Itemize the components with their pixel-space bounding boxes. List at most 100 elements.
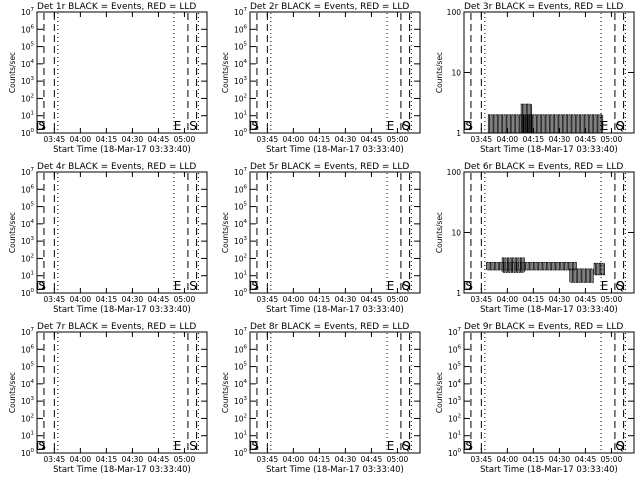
event-annotation-letter: Q bbox=[615, 119, 624, 133]
y-tick-label: 102 bbox=[21, 253, 34, 263]
panel-title: Det 3r BLACK = Events, RED = LLD bbox=[464, 2, 623, 12]
y-tick-label: 101 bbox=[21, 111, 34, 121]
y-tick-label: 104 bbox=[234, 59, 248, 69]
plot-frame bbox=[36, 331, 208, 454]
event-annotation-letter: S bbox=[616, 279, 624, 293]
x-tick-label: 04:00 bbox=[283, 455, 305, 464]
x-tick-label: 04:30 bbox=[335, 135, 357, 144]
x-tick-label: 05:00 bbox=[174, 295, 196, 304]
x-tick-label: 04:15 bbox=[96, 455, 118, 464]
plot-frame bbox=[249, 331, 421, 454]
x-tick-label: 03:45 bbox=[471, 455, 493, 464]
x-tick-label: 04:30 bbox=[549, 455, 571, 464]
event-annotation-letter: D bbox=[463, 119, 472, 133]
detector-panel: Det 4r BLACK = Events, RED = LLD 100 101 10… bbox=[8, 162, 208, 315]
x-tick-label: 05:00 bbox=[387, 455, 409, 464]
y-tick-label: 105 bbox=[448, 362, 462, 372]
y-tick-label: 104 bbox=[21, 59, 35, 69]
event-annotation-letter: D bbox=[463, 439, 472, 453]
event-annotation-letter: S bbox=[251, 119, 259, 133]
y-tick-label: 107 bbox=[21, 167, 35, 177]
y-tick-label: 104 bbox=[234, 379, 248, 389]
event-annotation-letter: S bbox=[465, 119, 473, 133]
events-count-trace bbox=[569, 268, 594, 283]
y-tick-label: 105 bbox=[21, 202, 35, 212]
y-tick-label: 103 bbox=[234, 76, 248, 86]
x-tick-label: 04:00 bbox=[283, 295, 305, 304]
plot-frame bbox=[463, 171, 635, 294]
x-tick-label: 04:45 bbox=[361, 295, 383, 304]
x-tick-label: 04:00 bbox=[70, 135, 92, 144]
y-tick-label: 100 bbox=[448, 448, 462, 458]
y-axis-label: Counts/sec bbox=[221, 372, 230, 413]
panel-title: Det 7r BLACK = Events, RED = LLD bbox=[37, 322, 196, 332]
event-annotation-letter: E bbox=[174, 119, 182, 133]
event-annotation-letter: S bbox=[38, 279, 46, 293]
detector-panel: Det 1r BLACK = Events, RED = LLD 100 101 10… bbox=[8, 2, 208, 155]
x-tick-label: 04:30 bbox=[335, 455, 357, 464]
event-annotation-letter: D bbox=[249, 119, 258, 133]
x-tick-label: 05:00 bbox=[601, 295, 623, 304]
x-tick-label: 04:30 bbox=[549, 135, 571, 144]
event-annotation-letter: S bbox=[189, 119, 197, 133]
x-tick-label: 03:45 bbox=[44, 455, 66, 464]
y-tick-label: 105 bbox=[21, 42, 35, 52]
events-count-trace bbox=[487, 114, 604, 134]
event-annotation-letter: D bbox=[249, 439, 258, 453]
y-tick-label: 100 bbox=[21, 448, 35, 458]
y-tick-label: 100 bbox=[234, 128, 248, 138]
y-axis-label: Counts/sec bbox=[435, 372, 444, 413]
panel-title: Det 9r BLACK = Events, RED = LLD bbox=[464, 322, 623, 332]
x-tick-label: 04:45 bbox=[575, 455, 597, 464]
x-axis-label: Start Time (18-Mar-17 03:33:40) bbox=[480, 305, 618, 315]
y-tick-label: 107 bbox=[234, 327, 248, 337]
y-tick-label: 107 bbox=[234, 7, 248, 17]
y-tick-label: 101 bbox=[234, 271, 247, 281]
events-count-trace bbox=[501, 257, 525, 273]
y-tick-label: 100 bbox=[234, 288, 248, 298]
y-tick-label: 103 bbox=[448, 396, 462, 406]
x-tick-label: 04:00 bbox=[497, 135, 519, 144]
panel-title: Det 8r BLACK = Events, RED = LLD bbox=[250, 322, 409, 332]
x-axis-label: Start Time (18-Mar-17 03:33:40) bbox=[53, 465, 191, 475]
event-annotation-letter: E bbox=[174, 279, 182, 293]
x-tick-label: 04:15 bbox=[309, 135, 331, 144]
x-axis-label: Start Time (18-Mar-17 03:33:40) bbox=[266, 305, 404, 315]
x-axis-label: Start Time (18-Mar-17 03:33:40) bbox=[480, 145, 618, 155]
x-tick-label: 04:00 bbox=[283, 135, 305, 144]
y-tick-label: 107 bbox=[21, 327, 35, 337]
detector-panel: Det 9r BLACK = Events, RED = LLD 100 101 10… bbox=[435, 322, 635, 475]
event-annotation-letter: S bbox=[189, 439, 197, 453]
y-tick-label: 102 bbox=[21, 93, 34, 103]
x-tick-label: 03:45 bbox=[44, 295, 66, 304]
y-axis-label: Counts/sec bbox=[8, 52, 17, 93]
x-tick-label: 03:45 bbox=[471, 295, 493, 304]
events-count-trace bbox=[593, 262, 605, 276]
y-tick-label: 104 bbox=[234, 219, 248, 229]
panel-title: Det 1r BLACK = Events, RED = LLD bbox=[37, 2, 196, 12]
plot-frame bbox=[36, 171, 208, 294]
x-tick-label: 03:45 bbox=[257, 135, 279, 144]
y-tick-label: 106 bbox=[448, 344, 462, 354]
x-tick-label: 04:15 bbox=[523, 455, 545, 464]
x-tick-label: 05:00 bbox=[601, 455, 623, 464]
events-count-trace bbox=[486, 262, 577, 271]
panel-title: Det 5r BLACK = Events, RED = LLD bbox=[250, 162, 409, 172]
y-tick-label: 106 bbox=[234, 24, 248, 34]
x-tick-label: 04:45 bbox=[361, 455, 383, 464]
detector-panel: Det 7r BLACK = Events, RED = LLD 100 101 10… bbox=[8, 322, 208, 475]
y-tick-label: 106 bbox=[234, 344, 248, 354]
y-tick-label: 101 bbox=[448, 431, 461, 441]
x-tick-label: 05:00 bbox=[387, 295, 409, 304]
event-annotation-letter: D bbox=[36, 439, 45, 453]
plot-frame bbox=[249, 171, 421, 294]
x-tick-label: 04:00 bbox=[70, 295, 92, 304]
detector-panel: Det 8r BLACK = Events, RED = LLD 100 101 10… bbox=[221, 322, 421, 475]
x-tick-label: 05:00 bbox=[387, 135, 409, 144]
detector-panel: Det 3r BLACK = Events, RED = LLD 1 10 100 03… bbox=[435, 2, 635, 155]
y-axis-label: Counts/sec bbox=[221, 212, 230, 253]
x-tick-label: 04:15 bbox=[309, 295, 331, 304]
y-tick-label: 102 bbox=[21, 413, 34, 423]
y-tick-label: 103 bbox=[234, 396, 248, 406]
